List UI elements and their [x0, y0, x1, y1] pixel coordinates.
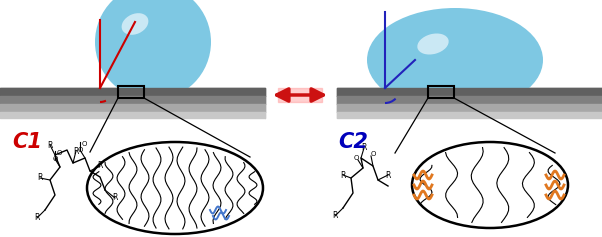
- Bar: [428, 86, 454, 98]
- Text: O: O: [370, 151, 376, 157]
- Text: R: R: [73, 146, 79, 155]
- Text: O: O: [77, 147, 82, 153]
- Text: R: R: [340, 170, 346, 179]
- Text: O: O: [82, 141, 87, 147]
- Ellipse shape: [122, 13, 148, 35]
- Ellipse shape: [367, 8, 543, 112]
- Ellipse shape: [417, 33, 448, 55]
- Text: O: O: [353, 155, 359, 161]
- Text: R: R: [113, 193, 117, 202]
- Text: R: R: [34, 214, 40, 223]
- Ellipse shape: [87, 142, 263, 234]
- Text: R: R: [332, 211, 338, 220]
- Text: R: R: [37, 173, 43, 182]
- Ellipse shape: [412, 142, 568, 228]
- Text: R: R: [361, 143, 367, 152]
- Text: R: R: [48, 141, 53, 150]
- Circle shape: [95, 0, 211, 100]
- Text: O: O: [57, 150, 63, 156]
- Text: C1: C1: [12, 132, 42, 152]
- Text: C2: C2: [338, 132, 368, 152]
- Text: R: R: [98, 161, 103, 170]
- Polygon shape: [0, 88, 265, 237]
- Text: O: O: [52, 156, 58, 162]
- Bar: [118, 86, 144, 98]
- Polygon shape: [337, 88, 602, 237]
- Text: R: R: [385, 170, 391, 179]
